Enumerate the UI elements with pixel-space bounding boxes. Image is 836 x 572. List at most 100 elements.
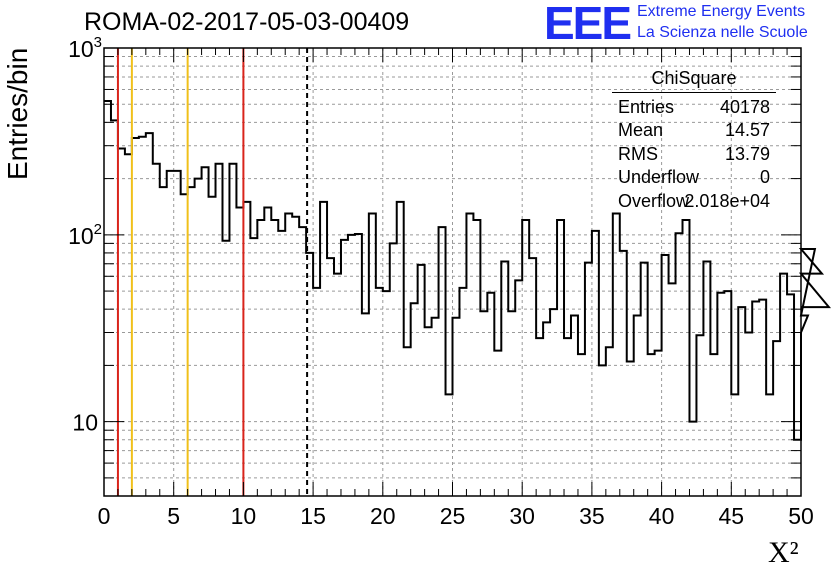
stat-row-entries: Entries 40178 — [612, 96, 776, 120]
x-axis-label: X² — [768, 536, 799, 569]
x-tick-label: 50 — [788, 503, 814, 529]
x-tick-label: 10 — [231, 503, 257, 529]
histogram-bin — [369, 214, 376, 496]
histogram-bin — [794, 440, 801, 496]
histogram-bin — [139, 137, 146, 496]
histogram-bin — [641, 263, 648, 496]
histogram-bin — [759, 300, 766, 496]
y-tick-label: 102 — [68, 221, 102, 249]
histogram-bin — [348, 235, 355, 496]
stat-value: 0 — [759, 167, 770, 187]
statistics-box: ChiSquare Entries 40178 Mean 14.57 RMS 1… — [612, 67, 776, 213]
histogram-bin — [362, 313, 369, 496]
logo-tagline-2: La Scienza nelle Scuole — [637, 24, 808, 41]
histogram-bin — [676, 233, 683, 496]
stat-key: Mean — [618, 120, 664, 140]
histogram-bin — [216, 164, 223, 496]
histogram-bin — [334, 274, 341, 496]
histogram-bin — [355, 234, 362, 496]
logo-tagline-1: Extreme Energy Events — [637, 3, 806, 20]
x-tick-label: 25 — [440, 503, 466, 529]
histogram-bin — [292, 217, 299, 496]
histogram-bin — [585, 263, 592, 496]
histogram-bin — [773, 341, 780, 496]
x-tick-label: 45 — [719, 503, 745, 529]
stat-row-underflow: Underflow 0 — [612, 166, 776, 190]
histogram-bin — [487, 293, 494, 496]
histogram-bin — [425, 327, 432, 496]
stat-key: Overflow — [618, 190, 690, 211]
histogram-bin — [466, 214, 473, 496]
histogram-bin — [160, 187, 167, 496]
histogram-bin — [662, 255, 669, 496]
x-tick-label: 40 — [649, 503, 675, 529]
histogram-bin — [383, 291, 390, 496]
histogram-bin — [557, 220, 564, 496]
histogram-bin — [515, 280, 522, 496]
histogram-bin — [341, 240, 348, 496]
histogram-bin — [536, 338, 543, 496]
histogram-bin — [731, 394, 738, 496]
histogram-bin — [717, 293, 724, 496]
stat-key: RMS — [618, 143, 658, 164]
histogram-bin — [696, 335, 703, 496]
statistics-title: ChiSquare — [612, 67, 776, 93]
histogram-bin — [501, 261, 508, 496]
histogram-bin — [599, 365, 606, 496]
histogram-outline — [104, 100, 832, 441]
x-tick-label: 15 — [300, 503, 326, 529]
histogram-bin — [766, 394, 773, 496]
histogram-bin — [634, 315, 641, 496]
histogram-bin — [125, 154, 132, 496]
histogram-bin — [752, 301, 759, 496]
stat-value: 13.79 — [724, 143, 770, 164]
x-tick-label: 35 — [579, 503, 605, 529]
histogram-bin — [453, 318, 460, 496]
histogram-series — [104, 100, 832, 496]
stat-key: Entries — [618, 96, 675, 117]
histogram-bin — [174, 171, 181, 496]
histogram-bin — [236, 208, 243, 496]
histogram-bin — [745, 333, 752, 496]
histogram-bin — [146, 133, 153, 496]
histogram-bin — [689, 422, 696, 496]
histogram-bin — [578, 354, 585, 496]
histogram-bin — [320, 202, 327, 496]
stat-value: 2.018e+04 — [684, 190, 770, 211]
stat-value: 40178 — [719, 96, 770, 117]
stat-row-rms: RMS 13.79 — [612, 143, 776, 167]
histogram-bin — [195, 179, 202, 496]
x-tick-label: 20 — [370, 503, 396, 529]
histogram-bin — [222, 241, 229, 496]
histogram-bin — [724, 291, 731, 496]
histogram-bin — [494, 351, 501, 496]
histogram-bin — [181, 194, 188, 496]
histogram-bin — [285, 214, 292, 496]
histogram-bin — [620, 251, 627, 496]
x-tick-label: 30 — [509, 503, 535, 529]
stat-row-mean: Mean 14.57 — [612, 119, 776, 143]
histogram-bin — [627, 361, 634, 496]
histogram-bin — [710, 354, 717, 496]
histogram-bin — [299, 227, 306, 496]
histogram-bin — [264, 208, 271, 496]
histogram-bin — [439, 227, 446, 496]
histogram-bin — [327, 258, 334, 496]
y-tick-label: 10 — [72, 410, 98, 436]
grid-lines — [104, 48, 801, 497]
histogram-bin — [432, 318, 439, 496]
histogram-bin — [202, 167, 209, 496]
histogram-bin — [153, 164, 160, 496]
histogram-bin — [209, 197, 216, 496]
histogram-bin — [376, 288, 383, 496]
histogram-bin — [522, 220, 529, 496]
eee-logo: EEE — [544, 0, 632, 49]
stat-key: Underflow — [618, 167, 700, 187]
histogram-bin — [188, 187, 195, 496]
histogram-bin — [571, 315, 578, 496]
histogram-bin — [738, 307, 745, 496]
histogram-bin — [606, 347, 613, 496]
histogram-bin — [250, 238, 257, 496]
y-axis-label: Entries/bin — [2, 47, 33, 180]
histogram-bin — [592, 231, 599, 496]
